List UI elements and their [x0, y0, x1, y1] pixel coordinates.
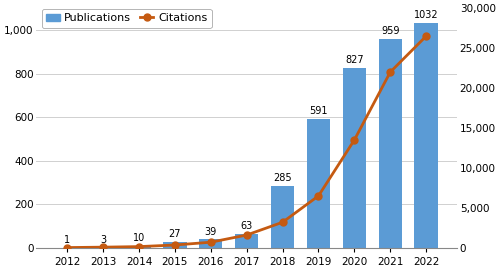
Text: 39: 39 [204, 227, 217, 237]
Citations [388, 70, 394, 74]
Text: 1032: 1032 [414, 10, 438, 20]
Citations [244, 233, 250, 237]
Citations [100, 246, 106, 249]
Text: 1: 1 [64, 235, 70, 245]
Text: 591: 591 [309, 107, 328, 117]
Line: Citations: Citations [64, 33, 430, 251]
Citations [136, 245, 142, 248]
Citations [280, 221, 285, 224]
Bar [199, 239, 222, 248]
Bar [342, 68, 366, 248]
Bar [92, 247, 115, 248]
Citations [316, 194, 322, 198]
Text: 63: 63 [240, 221, 253, 231]
Bar [128, 246, 150, 248]
Text: 3: 3 [100, 234, 106, 244]
Legend: Publications, Citations: Publications, Citations [42, 9, 211, 28]
Text: 27: 27 [168, 229, 181, 239]
Citations [352, 138, 358, 141]
Bar [163, 242, 186, 248]
Bar [378, 39, 402, 248]
Bar [235, 234, 258, 248]
Bar [414, 23, 438, 248]
Bar [307, 119, 330, 248]
Citations [208, 241, 214, 244]
Text: 959: 959 [381, 26, 400, 36]
Citations [172, 243, 178, 247]
Citations [64, 246, 70, 249]
Text: 827: 827 [345, 55, 364, 65]
Text: 285: 285 [274, 173, 292, 183]
Bar [271, 186, 294, 248]
Text: 10: 10 [133, 233, 145, 243]
Citations [423, 34, 429, 38]
